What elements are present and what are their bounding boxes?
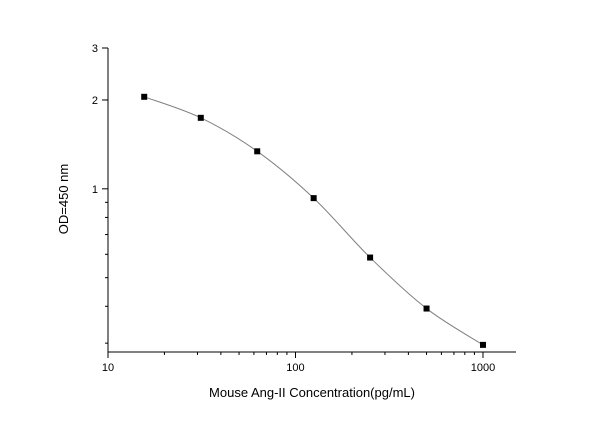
data-point (141, 93, 148, 100)
data-point (367, 254, 374, 261)
data-points (141, 93, 486, 348)
data-point (423, 305, 430, 312)
x-tick-label: 1000 (471, 362, 495, 374)
y-axis-label: OD=450 nm (56, 164, 71, 234)
fitted-curve (144, 96, 484, 346)
ticks: 10 100 1000 1 2 3 (92, 43, 495, 374)
y-tick-label: 3 (92, 43, 98, 55)
x-tick-label: 100 (286, 362, 304, 374)
y-tick-label: 1 (92, 184, 98, 196)
data-point (254, 148, 261, 155)
data-point (197, 114, 204, 121)
data-point (310, 195, 317, 202)
y-tick-label: 2 (92, 95, 98, 107)
data-point (479, 341, 486, 348)
x-axis-label: Mouse Ang-II Concentration(pg/mL) (209, 385, 415, 400)
x-tick-label: 10 (102, 362, 114, 374)
axes (107, 48, 516, 353)
